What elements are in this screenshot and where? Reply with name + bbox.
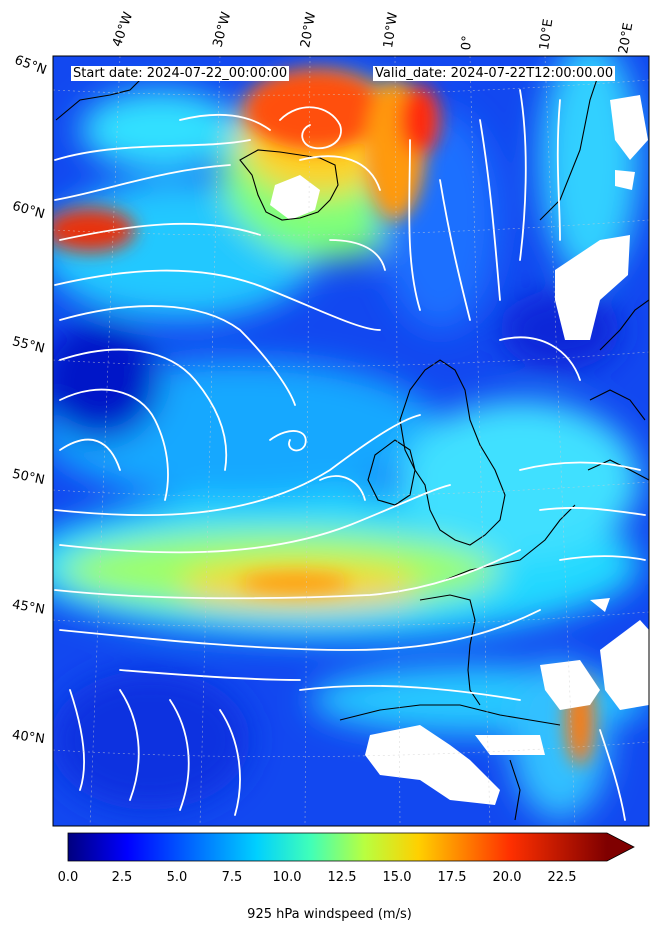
- map-frame: [52, 55, 650, 827]
- coastlines: [55, 69, 649, 821]
- colorbar-tick: 0.0: [57, 870, 79, 885]
- valid-date-text: Valid_date: 2024-07-22T12:00:00.00: [373, 66, 616, 81]
- colorbar-tick: 2.5: [111, 870, 133, 885]
- colorbar-tick: 22.5: [547, 870, 577, 885]
- lon-label-0: 0°: [459, 34, 476, 51]
- colorbar-extend-arrow: [607, 833, 634, 861]
- colorbar-tick: 7.5: [221, 870, 243, 885]
- colorbar-tick: 12.5: [327, 870, 357, 885]
- start-date-text: Start date: 2024-07-22_00:00:00: [71, 66, 290, 81]
- masked-terrain: [270, 95, 649, 805]
- colorbar-gradient: [68, 833, 607, 861]
- colorbar-tick: 17.5: [437, 870, 467, 885]
- windspeed-field: [53, 56, 649, 826]
- colorbar-tick: 20.0: [492, 870, 522, 885]
- colorbar-tick: 5.0: [166, 870, 188, 885]
- graticule: [53, 56, 649, 826]
- colorbar-tick: 15.0: [382, 870, 412, 885]
- colorbar: [67, 832, 635, 862]
- colorbar-tick: 10.0: [272, 870, 302, 885]
- colorbar-label: 925 hPa windspeed (m/s): [247, 907, 412, 922]
- streamlines: [54, 89, 646, 821]
